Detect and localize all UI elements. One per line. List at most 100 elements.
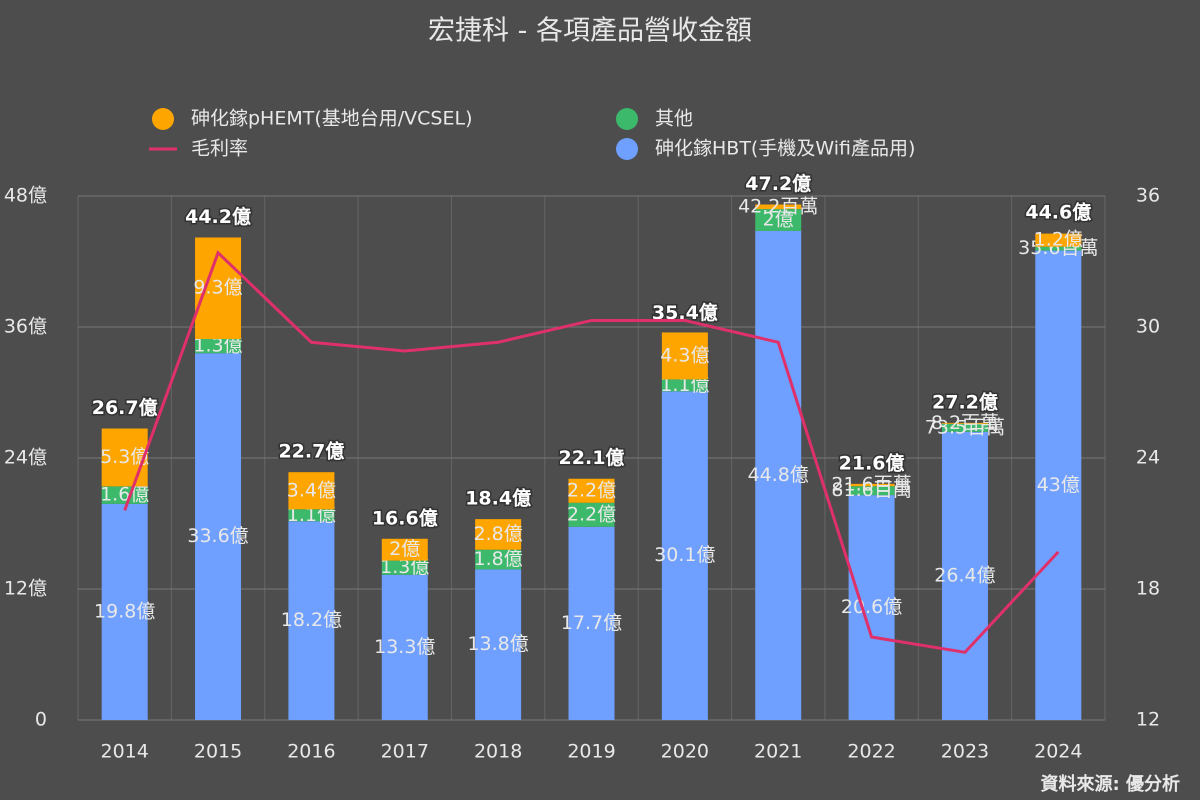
x-tick-label: 2023 — [941, 741, 989, 763]
bar-segment — [755, 204, 802, 210]
value-label: 9.3億 — [193, 277, 242, 299]
bar-segment — [941, 423, 988, 432]
bar-segment — [288, 509, 335, 522]
value-label: 18.2億 — [281, 609, 342, 631]
value-label: 1.3億 — [380, 556, 429, 578]
value-label: 19.8億 — [94, 600, 155, 622]
total-label: 21.6億 — [839, 452, 905, 475]
y2-tick-label: 36 — [1136, 185, 1160, 207]
y2-tick-label: 24 — [1136, 447, 1160, 469]
value-label: 1.1億 — [660, 374, 709, 396]
value-label: 8.2百萬 — [931, 412, 999, 434]
bar-segment — [288, 472, 335, 510]
value-label: 5.3億 — [100, 446, 149, 468]
y-tick-label: 0 — [35, 709, 47, 731]
bar-segment — [195, 339, 242, 354]
bar-segment — [941, 422, 988, 424]
value-label: 73.5百萬 — [925, 416, 1005, 438]
x-tick-label: 2016 — [287, 741, 335, 763]
x-tick-label: 2014 — [101, 741, 149, 763]
x-tick-label: 2020 — [661, 741, 709, 763]
bar-segment — [381, 560, 428, 575]
y-tick-label: 24億 — [4, 447, 47, 469]
bar-segment — [475, 519, 522, 550]
legend-swatch — [616, 108, 638, 130]
total-label: 18.4億 — [465, 487, 531, 510]
y-tick-label: 48億 — [4, 185, 47, 207]
x-tick-label: 2022 — [847, 741, 895, 763]
bar-segment — [195, 353, 242, 720]
value-label: 4.3億 — [660, 344, 709, 366]
y-tick-label: 36億 — [4, 316, 47, 338]
legend-label: 其他 — [655, 108, 693, 130]
bar-segment — [1035, 250, 1082, 721]
value-label: 1.2億 — [1034, 229, 1083, 251]
source-note: 資料來源: 優分析 — [1041, 773, 1180, 795]
value-label: 43億 — [1037, 474, 1080, 496]
bar-segment — [661, 332, 708, 380]
y-tick-label: 12億 — [4, 578, 47, 600]
legend-label: 砷化鎵pHEMT(基地台用/VCSEL) — [191, 108, 473, 130]
legend-label: 毛利率 — [191, 138, 248, 160]
total-label: 27.2億 — [932, 391, 998, 414]
value-label: 3.4億 — [287, 479, 336, 501]
bar-segment — [1035, 233, 1082, 247]
x-tick-label: 2017 — [381, 741, 429, 763]
bar-segment — [101, 503, 148, 720]
y2-tick-label: 18 — [1136, 578, 1160, 600]
value-label: 17.7億 — [561, 612, 622, 634]
y2-tick-label: 30 — [1136, 316, 1160, 338]
legend-label: 砷化鎵HBT(手機及Wifi產品用) — [655, 138, 915, 160]
value-label: 20.6億 — [841, 596, 902, 618]
x-tick-label: 2019 — [567, 741, 615, 763]
y2-tick-label: 12 — [1136, 709, 1160, 731]
legend-swatch — [152, 108, 174, 130]
bar-segment — [568, 478, 615, 503]
value-label: 42.2百萬 — [738, 195, 818, 217]
bar-segment — [661, 379, 708, 392]
value-label: 30.1億 — [654, 544, 715, 566]
bar-segment — [288, 521, 335, 720]
value-label: 2.2億 — [567, 503, 616, 525]
x-tick-label: 2021 — [754, 741, 802, 763]
value-label: 2億 — [763, 209, 794, 231]
x-tick-label: 2015 — [194, 741, 242, 763]
bar-segment — [381, 538, 428, 561]
value-label: 2.8億 — [474, 523, 523, 545]
total-label: 22.1億 — [559, 446, 625, 469]
total-label: 47.2億 — [745, 172, 811, 195]
bar-segment — [568, 526, 615, 720]
total-label: 35.4億 — [652, 301, 718, 324]
legend-swatch — [616, 138, 638, 160]
x-tick-label: 2024 — [1034, 741, 1082, 763]
bar-segment — [101, 486, 148, 504]
chart-title: 宏捷科 - 各項產品營收金額 — [428, 16, 752, 47]
value-label: 1.6億 — [100, 484, 149, 506]
value-label: 13.8億 — [467, 633, 528, 655]
total-label: 16.6億 — [372, 506, 438, 529]
bar-segment — [101, 428, 148, 487]
bar-segment — [475, 549, 522, 570]
total-label: 26.7億 — [92, 396, 158, 419]
total-label: 22.7億 — [278, 440, 344, 463]
value-label: 13.3億 — [374, 636, 435, 658]
margin-line — [123, 250, 1060, 654]
x-tick-label: 2018 — [474, 741, 522, 763]
total-label: 44.6億 — [1025, 201, 1091, 224]
bar-segment — [475, 569, 522, 720]
bar-segment — [381, 574, 428, 720]
value-label: 1.8億 — [474, 548, 523, 570]
bar-segment — [755, 230, 802, 720]
value-label: 1.3億 — [193, 335, 242, 357]
value-label: 26.4億 — [934, 564, 995, 586]
bar-segment — [848, 486, 895, 496]
bar-segment — [848, 483, 895, 487]
bar-segment — [941, 431, 988, 720]
bar-segment — [1035, 246, 1082, 251]
value-label: 2.2億 — [567, 479, 616, 501]
bar-segment — [661, 391, 708, 720]
total-label: 44.2億 — [185, 205, 251, 228]
value-label: 44.8億 — [748, 464, 809, 486]
